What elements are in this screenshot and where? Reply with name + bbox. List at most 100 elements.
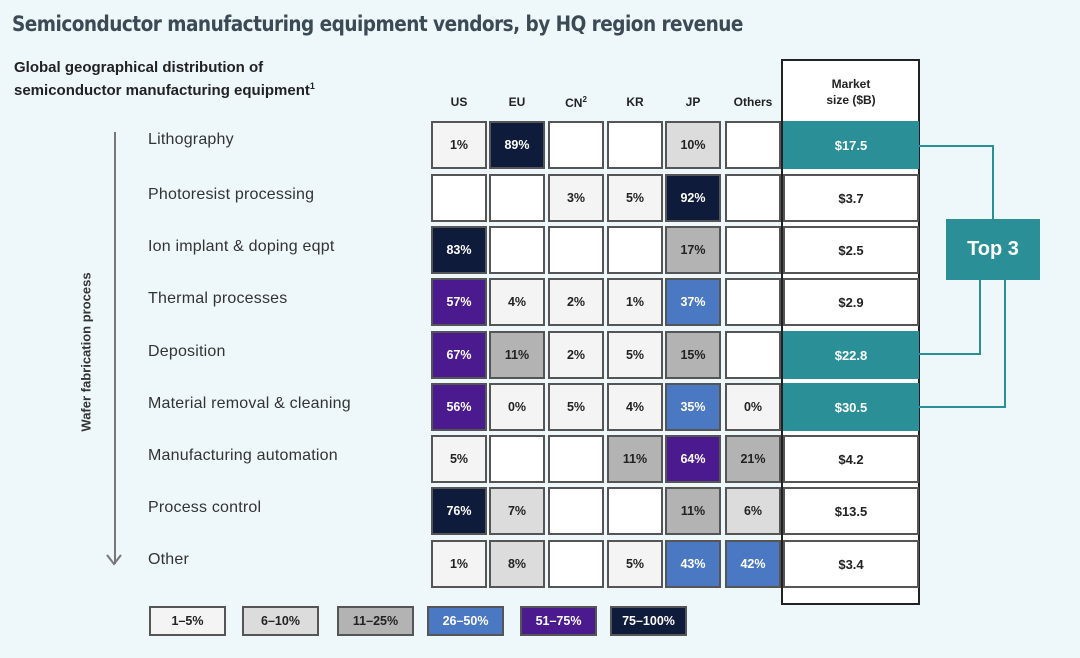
market-header-line-2: size ($B): [826, 93, 876, 107]
subtitle-line-1: Global geographical distribution of: [14, 59, 264, 76]
column-header-label: JP: [685, 95, 701, 109]
column-header-us: US: [431, 95, 487, 109]
column-header-label: Others: [733, 95, 773, 109]
legend-item-1-5: 1–5%: [149, 606, 226, 636]
heatmap-cell-photoresist-processing-eu: [489, 174, 545, 222]
row-label-other: Other: [148, 551, 190, 568]
heatmap-cell-deposition-others: [725, 331, 781, 379]
heatmap-cell-lithography-others: [725, 121, 781, 169]
legend-item-75-100: 75–100%: [610, 606, 687, 636]
heatmap-cell-ion-implant-and-doping-eqpt-cn: [548, 226, 604, 274]
heatmap-cell-photoresist-processing-others: [725, 174, 781, 222]
heatmap-cell-deposition-us: 67%: [431, 331, 487, 379]
row-label-process-control: Process control: [148, 499, 262, 516]
heatmap-cell-process-control-us: 76%: [431, 487, 487, 535]
heatmap-cell-lithography-eu: 89%: [489, 121, 545, 169]
heatmap-cell-other-kr: 5%: [607, 540, 663, 588]
column-header-label: KR: [626, 95, 644, 109]
market-size-cell-photoresist-processing: $3.7: [783, 174, 919, 222]
axis-label: Wafer fabrication process: [78, 272, 94, 432]
row-label-deposition: Deposition: [148, 343, 226, 360]
heatmap-cell-thermal-processes-jp: 37%: [665, 278, 721, 326]
heatmap-cell-process-control-eu: 7%: [489, 487, 545, 535]
market-size-header: Market size ($B): [783, 76, 919, 108]
heatmap-cell-deposition-kr: 5%: [607, 331, 663, 379]
column-header-cn: CN2: [548, 95, 604, 110]
subtitle-line-2: semiconductor manufacturing equipment: [14, 82, 310, 99]
heatmap-cell-material-removal-and-cleaning-jp: 35%: [665, 383, 721, 431]
row-label-photoresist-processing: Photoresist processing: [148, 186, 315, 203]
heatmap-cell-process-control-others: 6%: [725, 487, 781, 535]
connector-material-removal: [919, 280, 1006, 408]
heatmap-cell-deposition-eu: 11%: [489, 331, 545, 379]
heatmap-cell-ion-implant-and-doping-eqpt-kr: [607, 226, 663, 274]
column-header-footnote: 2: [582, 95, 587, 104]
market-header-line-1: Market: [831, 77, 871, 91]
heatmap-cell-thermal-processes-cn: 2%: [548, 278, 604, 326]
heatmap-cell-other-us: 1%: [431, 540, 487, 588]
heatmap-cell-lithography-kr: [607, 121, 663, 169]
heatmap-cell-process-control-jp: 11%: [665, 487, 721, 535]
heatmap-cell-lithography-cn: [548, 121, 604, 169]
heatmap-cell-material-removal-and-cleaning-kr: 4%: [607, 383, 663, 431]
market-size-cell-ion-implant-and-doping-eqpt: $2.5: [783, 226, 919, 274]
heatmap-cell-photoresist-processing-kr: 5%: [607, 174, 663, 222]
heatmap-cell-material-removal-and-cleaning-cn: 5%: [548, 383, 604, 431]
heatmap-cell-other-cn: [548, 540, 604, 588]
legend-item-6-10: 6–10%: [242, 606, 319, 636]
column-header-label: US: [450, 95, 468, 109]
heatmap-cell-deposition-cn: 2%: [548, 331, 604, 379]
heatmap-cell-process-control-cn: [548, 487, 604, 535]
column-header-others: Others: [725, 95, 781, 109]
legend-item-51-75: 51–75%: [520, 606, 597, 636]
row-label-material-removal-and-cleaning: Material removal & cleaning: [148, 395, 351, 412]
heatmap-cell-thermal-processes-kr: 1%: [607, 278, 663, 326]
heatmap-cell-manufacturing-automation-jp: 64%: [665, 435, 721, 483]
heatmap-cell-ion-implant-and-doping-eqpt-jp: 17%: [665, 226, 721, 274]
column-header-jp: JP: [665, 95, 721, 109]
heatmap-cell-other-others: 42%: [725, 540, 781, 588]
heatmap-cell-ion-implant-and-doping-eqpt-others: [725, 226, 781, 274]
chart-subtitle: Global geographical distribution of semi…: [14, 59, 394, 100]
heatmap-cell-ion-implant-and-doping-eqpt-us: 83%: [431, 226, 487, 274]
heatmap-cell-lithography-jp: 10%: [665, 121, 721, 169]
market-size-cell-process-control: $13.5: [783, 487, 919, 535]
heatmap-cell-thermal-processes-eu: 4%: [489, 278, 545, 326]
row-label-lithography: Lithography: [148, 131, 234, 148]
top3-badge: Top 3: [946, 219, 1040, 280]
heatmap-cell-other-eu: 8%: [489, 540, 545, 588]
column-header-label: EU: [508, 95, 526, 109]
heatmap-cell-manufacturing-automation-kr: 11%: [607, 435, 663, 483]
heatmap-cell-thermal-processes-others: [725, 278, 781, 326]
axis-line: [114, 132, 116, 564]
market-size-cell-deposition: $22.8: [783, 331, 919, 379]
column-header-kr: KR: [607, 95, 663, 109]
row-label-ion-implant-and-doping-eqpt: Ion implant & doping eqpt: [148, 238, 335, 255]
heatmap-cell-lithography-us: 1%: [431, 121, 487, 169]
market-size-cell-lithography: $17.5: [783, 121, 919, 169]
market-size-cell-material-removal-and-cleaning: $30.5: [783, 383, 919, 431]
connector-lithography: [919, 145, 994, 219]
heatmap-cell-manufacturing-automation-eu: [489, 435, 545, 483]
heatmap-cell-process-control-kr: [607, 487, 663, 535]
legend-item-26-50: 26–50%: [427, 606, 504, 636]
market-size-cell-other: $3.4: [783, 540, 919, 588]
heatmap-cell-manufacturing-automation-us: 5%: [431, 435, 487, 483]
heatmap-cell-material-removal-and-cleaning-eu: 0%: [489, 383, 545, 431]
heatmap-cell-photoresist-processing-us: [431, 174, 487, 222]
legend-item-11-25: 11–25%: [337, 606, 414, 636]
chart-title: Semiconductor manufacturing equipment ve…: [12, 12, 743, 36]
heatmap-cell-other-jp: 43%: [665, 540, 721, 588]
heatmap-cell-material-removal-and-cleaning-others: 0%: [725, 383, 781, 431]
column-header-eu: EU: [489, 95, 545, 109]
heatmap-cell-photoresist-processing-jp: 92%: [665, 174, 721, 222]
row-label-thermal-processes: Thermal processes: [148, 290, 288, 307]
down-arrow-icon: [106, 554, 122, 566]
connector-deposition: [919, 280, 981, 355]
heatmap-cell-thermal-processes-us: 57%: [431, 278, 487, 326]
market-size-cell-manufacturing-automation: $4.2: [783, 435, 919, 483]
heatmap-cell-ion-implant-and-doping-eqpt-eu: [489, 226, 545, 274]
column-header-label: CN: [565, 96, 583, 110]
heatmap-cell-photoresist-processing-cn: 3%: [548, 174, 604, 222]
subtitle-footnote: 1: [309, 81, 315, 91]
